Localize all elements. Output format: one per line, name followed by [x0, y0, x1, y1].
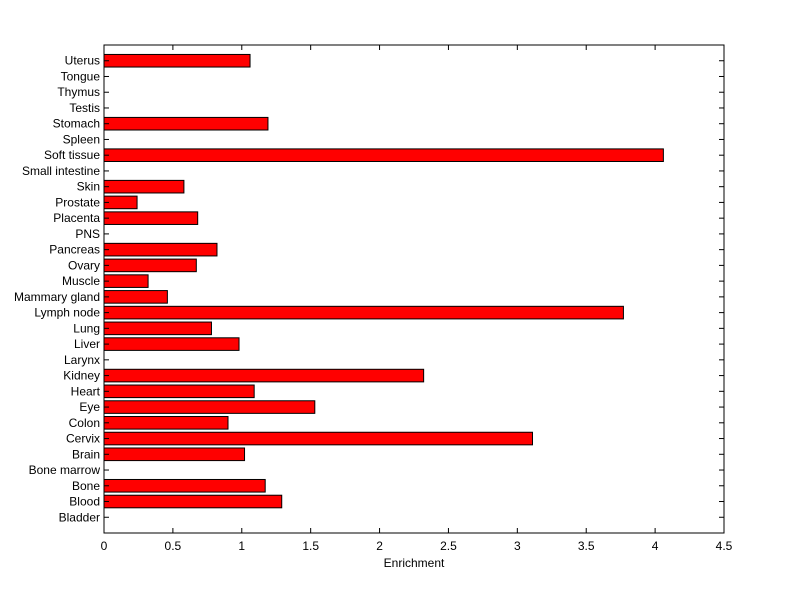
bar: [104, 212, 198, 225]
y-tick-label: Kidney: [63, 369, 100, 383]
y-tick-label: Prostate: [55, 195, 100, 209]
bar: [104, 495, 282, 508]
bar: [104, 117, 268, 130]
x-tick-label: 3.5: [578, 539, 595, 553]
bar: [104, 448, 245, 461]
y-tick-label: Stomach: [53, 117, 100, 131]
y-tick-label: Pancreas: [49, 243, 100, 257]
bar: [104, 385, 254, 398]
y-tick-label: Cervix: [66, 432, 100, 446]
y-tick-label: Uterus: [65, 54, 100, 68]
bar: [104, 322, 211, 335]
y-tick-label: Liver: [74, 337, 100, 351]
bar: [104, 479, 265, 492]
x-tick-label: 1: [238, 539, 245, 553]
bar: [104, 417, 228, 430]
y-tick-label: PNS: [75, 227, 100, 241]
bar: [104, 369, 424, 382]
bar: [104, 243, 217, 256]
y-tick-label: Placenta: [53, 211, 100, 225]
bar: [104, 149, 663, 162]
x-tick-label: 2: [376, 539, 383, 553]
y-tick-label: Bladder: [59, 510, 100, 524]
y-tick-label: Lung: [73, 321, 100, 335]
x-tick-label: 1.5: [302, 539, 319, 553]
y-tick-label: Bone marrow: [29, 463, 101, 477]
bar: [104, 401, 315, 414]
y-tick-label: Small intestine: [22, 164, 100, 178]
x-tick-labels: 0 0.5 1 1.5 2 2.5 3 3.5 4 4.5: [101, 539, 733, 553]
y-tick-label: Testis: [69, 101, 100, 115]
y-tick-label: Lymph node: [34, 306, 100, 320]
y-tick-label: Heart: [71, 384, 101, 398]
x-tick-label: 0: [101, 539, 108, 553]
y-tick-label: Bone: [72, 479, 100, 493]
y-tick-label: Tongue: [61, 69, 101, 83]
y-tick-label: Skin: [77, 180, 100, 194]
y-tick-label: Larynx: [64, 353, 100, 367]
bar: [104, 180, 184, 193]
x-axis-label: Enrichment: [384, 556, 445, 570]
y-tick-label: Thymus: [57, 85, 100, 99]
x-tick-label: 2.5: [440, 539, 457, 553]
bar: [104, 338, 239, 351]
bar: [104, 54, 250, 67]
y-tick-label: Eye: [79, 400, 100, 414]
y-tick-label: Brain: [72, 447, 100, 461]
y-tick-label: Mammary gland: [14, 290, 100, 304]
x-tick-label: 4: [652, 539, 659, 553]
bar: [104, 275, 148, 288]
x-tick-label: 3: [514, 539, 521, 553]
y-tick-label: Soft tissue: [44, 148, 100, 162]
y-tick-label: Spleen: [63, 132, 100, 146]
y-tick-label: Muscle: [62, 274, 100, 288]
x-tick-label: 0.5: [165, 539, 182, 553]
bar: [104, 306, 623, 319]
x-tick-label: 4.5: [716, 539, 733, 553]
y-tick-label: Ovary: [68, 258, 100, 272]
y-tick-label: Colon: [69, 416, 100, 430]
bar: [104, 432, 532, 445]
bar: [104, 291, 167, 304]
y-tick-label: Blood: [69, 495, 100, 509]
bar: [104, 259, 196, 272]
